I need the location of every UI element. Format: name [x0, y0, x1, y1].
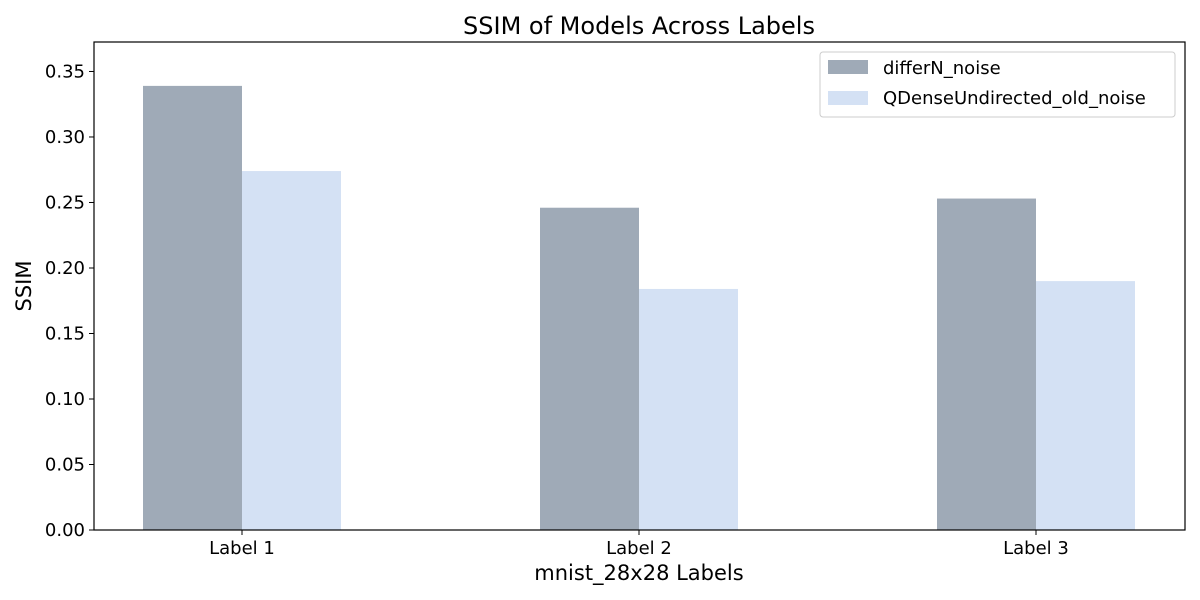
legend-label-differN-noise: differN_noise [883, 58, 1001, 79]
y-axis-ticks: 0.00 0.05 0.10 0.15 0.20 0.25 0.30 0.35 [45, 61, 94, 541]
legend-swatch-qdenseundirected-old-noise [828, 91, 868, 105]
y-tick-label: 0.30 [45, 127, 85, 148]
y-tick-label: 0.00 [45, 520, 85, 541]
legend: differN_noise QDenseUndirected_old_noise [820, 52, 1175, 117]
y-tick-label: 0.20 [45, 258, 85, 279]
y-tick-label: 0.25 [45, 192, 85, 213]
y-tick-label: 0.05 [45, 454, 85, 475]
legend-label-qdenseundirected-old-noise: QDenseUndirected_old_noise [883, 88, 1146, 109]
bar-differn-noise-label-2 [540, 208, 639, 530]
x-tick-label: Label 1 [209, 538, 275, 559]
y-axis-title: SSIM [12, 261, 36, 312]
x-axis-ticks: Label 1 Label 2 Label 3 [209, 530, 1069, 559]
bar-qdenseundirected-old-noise-label-3 [1036, 281, 1135, 530]
bar-qdenseundirected-old-noise-label-2 [639, 289, 738, 530]
bar-differn-noise-label-1 [143, 86, 242, 530]
chart-title: SSIM of Models Across Labels [463, 12, 815, 40]
y-tick-label: 0.10 [45, 389, 85, 410]
legend-swatch-differN-noise [828, 60, 868, 74]
y-tick-label: 0.15 [45, 323, 85, 344]
x-tick-label: Label 2 [606, 538, 672, 559]
y-tick-label: 0.35 [45, 61, 85, 82]
x-tick-label: Label 3 [1003, 538, 1069, 559]
bar-qdenseundirected-old-noise-label-1 [242, 171, 341, 530]
bars [143, 86, 1135, 530]
bar-differn-noise-label-3 [937, 199, 1036, 530]
x-axis-title: mnist_28x28 Labels [534, 561, 743, 586]
